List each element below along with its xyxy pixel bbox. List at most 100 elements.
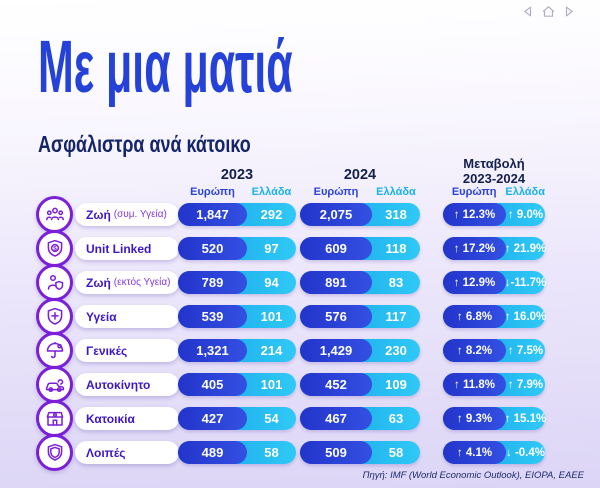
value-2023: 101 539 (178, 305, 296, 328)
europe-pill: ↑ 17.2% (443, 237, 506, 260)
subheader-change: Ευρώπη Ελλάδα (443, 186, 545, 200)
value-2023-greece: 94 (264, 275, 279, 290)
value-2024-greece: 83 (388, 275, 404, 290)
value-2024-greece: 58 (388, 445, 404, 460)
value-2024-europe: 452 (325, 377, 347, 392)
change-value: ↓ -0.4% ↑ 4.1% (443, 441, 545, 464)
row-label-box: Αυτοκίνητο (75, 373, 179, 396)
value-2023: 94 789 (178, 271, 296, 294)
value-2024-europe: 609 (325, 241, 347, 256)
subheader-change-greece: Ελλάδα (505, 186, 545, 198)
subheader-2023: Ευρώπη Ελλάδα (178, 186, 296, 200)
change-europe: ↑ 11.8% (454, 378, 495, 391)
row-label-box: Unit Linked (75, 237, 179, 260)
subheader-2024-europe: Ευρώπη (313, 186, 359, 198)
change-greece: ↑ 16.0% (504, 310, 547, 323)
change-header-line1: Μεταβολή (463, 156, 525, 171)
value-2023-greece: 292 (260, 207, 283, 222)
table-row: Λοιπές 58 489 58 509 ↓ -0.4% ↑ 4.1% (0, 434, 600, 471)
value-2024-europe: 1,429 (319, 343, 353, 358)
previous-slide-icon[interactable] (523, 6, 532, 17)
change-greece: ↑ 9.0% (507, 208, 544, 221)
value-2024-greece: 109 (385, 377, 407, 392)
family-icon (36, 196, 73, 233)
europe-pill: 576 (300, 305, 372, 328)
value-2023-europe: 489 (201, 445, 224, 460)
subheader-2024: Ευρώπη Ελλάδα (300, 186, 420, 200)
umbrella-icon (36, 332, 73, 369)
svg-text:$: $ (53, 245, 57, 252)
value-2024-greece: 118 (385, 241, 407, 256)
value-2023-greece: 214 (260, 343, 283, 358)
europe-pill: 1,429 (300, 339, 372, 362)
home-icon[interactable] (541, 5, 556, 18)
europe-pill: 1,847 (178, 203, 247, 226)
europe-pill: 509 (300, 441, 372, 464)
value-2023: 58 489 (178, 441, 296, 464)
section-title: Ασφάλιστρα ανά κάτοικο (38, 131, 251, 157)
column-header-2024: 2024 (343, 167, 377, 183)
value-2023-europe: 539 (201, 309, 224, 324)
next-slide-icon[interactable] (565, 6, 574, 17)
change-greece: ↑ 7.9% (507, 378, 544, 391)
table-row: Αυτοκίνητο 101 405 109 452 ↑ 7.9% ↑ 11.8… (0, 366, 600, 403)
change-europe: ↑ 12.3% (453, 208, 496, 221)
change-europe: ↑ 9.3% (456, 412, 493, 425)
change-greece: ↓-11.7% (504, 276, 547, 289)
value-2024: 83 891 (300, 271, 420, 294)
europe-pill: ↑ 9.3% (443, 407, 506, 430)
europe-pill: 467 (300, 407, 372, 430)
change-value: ↑ 15.1% ↑ 9.3% (443, 407, 546, 430)
shield-cross-icon (36, 298, 73, 335)
table-row: Ζωή (εκτός Υγεία) 94 789 83 891 ↓-11.7% … (0, 264, 600, 301)
change-value: ↑ 21.9% ↑ 17.2% (443, 237, 546, 260)
house-icon (36, 400, 73, 437)
source-note: Πηγή: IMF (World Economic Outlook), EIOP… (362, 470, 584, 481)
value-2024-europe: 891 (325, 275, 347, 290)
table-row: Γενικές 214 1,321 230 1,429 ↑ 7.5% ↑ 8.2… (0, 332, 600, 369)
row-label: Κατοικία (86, 411, 135, 426)
row-label-box: Κατοικία (75, 407, 179, 430)
row-label-box: Γενικές (75, 339, 179, 362)
value-2024: 58 509 (300, 441, 420, 464)
europe-pill: ↑ 11.8% (443, 373, 506, 396)
row-label: Unit Linked (86, 241, 152, 256)
europe-pill: 520 (178, 237, 247, 260)
table-row: Ζωή (συμ. Υγεία) 292 1,847 318 2,075 ↑ 9… (0, 196, 600, 233)
value-2023: 101 405 (178, 373, 296, 396)
subheader-change-europe: Ευρώπη (451, 186, 497, 198)
row-label: Ζωή (86, 275, 111, 290)
table-row: Υγεία 101 539 117 576 ↑ 16.0% ↑ 6.8% (0, 298, 600, 335)
value-2023-greece: 54 (264, 411, 279, 426)
europe-pill: ↑ 4.1% (443, 441, 506, 464)
value-2024: 318 2,075 (300, 203, 420, 226)
row-label-box: Υγεία (75, 305, 179, 328)
europe-pill: 609 (300, 237, 372, 260)
change-value: ↑ 7.9% ↑ 11.8% (443, 373, 545, 396)
value-2023-europe: 405 (201, 377, 224, 392)
change-europe: ↑ 17.2% (453, 242, 496, 255)
car-icon (36, 366, 73, 403)
value-2023-greece: 97 (264, 241, 279, 256)
europe-pill: 1,321 (178, 339, 247, 362)
europe-pill: 405 (178, 373, 247, 396)
value-2023-greece: 58 (264, 445, 279, 460)
value-2024: 117 576 (300, 305, 420, 328)
shield-dollar-icon: $ (36, 230, 73, 267)
value-2024-europe: 509 (325, 445, 347, 460)
europe-pill: ↑ 12.9% (443, 271, 506, 294)
row-label-box: Ζωή (συμ. Υγεία) (75, 203, 179, 226)
subheader-2023-europe: Ευρώπη (190, 186, 235, 198)
value-2024: 109 452 (300, 373, 420, 396)
subheader-2024-greece: Ελλάδα (376, 186, 416, 198)
row-label-box: Ζωή (εκτός Υγεία) (75, 271, 179, 294)
page-title: Με μια ματιά (38, 25, 293, 108)
change-value: ↓-11.7% ↑ 12.9% (443, 271, 547, 294)
subheader-2023-greece: Ελλάδα (251, 186, 292, 198)
value-2024-europe: 467 (325, 411, 347, 426)
value-2023: 214 1,321 (178, 339, 296, 362)
row-label: Ζωή (86, 207, 111, 222)
value-2024-greece: 63 (388, 411, 404, 426)
value-2023: 97 520 (178, 237, 296, 260)
value-2023-greece: 101 (260, 377, 283, 392)
